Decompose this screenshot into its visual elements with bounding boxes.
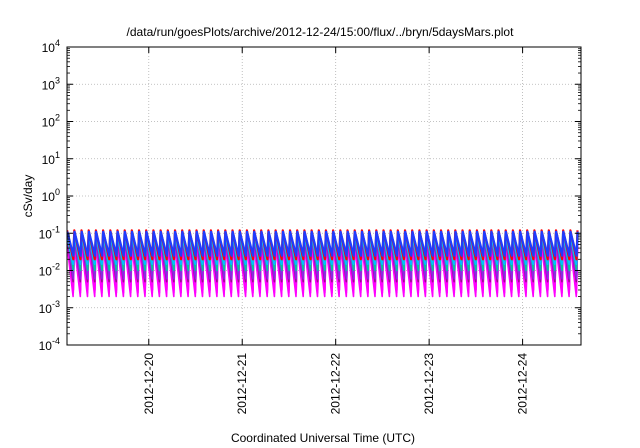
series-group <box>67 229 579 298</box>
x-tick-label: 2012-12-21 <box>235 353 249 415</box>
y-tick-label: 10-2 <box>39 262 60 279</box>
y-tick-label: 102 <box>42 113 60 130</box>
x-tick-label: 2012-12-20 <box>142 353 156 415</box>
y-axis-label: cSv/day <box>21 175 35 218</box>
series-line <box>67 230 579 257</box>
y-tick-label: 103 <box>42 75 60 92</box>
x-tick-label: 2012-12-22 <box>329 353 343 415</box>
y-tick-label: 101 <box>42 150 60 167</box>
plot-frame <box>66 46 582 346</box>
y-tick-label: 104 <box>42 38 60 55</box>
x-axis-label: Coordinated Universal Time (UTC) <box>231 431 415 445</box>
y-tick-label: 10-4 <box>39 336 60 353</box>
y-tick-labels: 10-4 10-3 10-2 10-1 100 101 102 103 104 <box>39 38 60 353</box>
x-tick-label: 2012-12-24 <box>516 353 530 415</box>
axes <box>66 46 582 346</box>
y-tick-label: 10-1 <box>39 224 60 241</box>
x-tick-label: 2012-12-23 <box>422 353 436 415</box>
chart-title: /data/run/goesPlots/archive/2012-12-24/1… <box>127 25 515 39</box>
y-tick-label: 100 <box>42 187 60 204</box>
plot-background <box>67 47 581 345</box>
x-tick-labels: 2012-12-20 2012-12-21 2012-12-22 2012-12-23… <box>142 353 530 415</box>
y-tick-label: 10-3 <box>39 299 60 316</box>
